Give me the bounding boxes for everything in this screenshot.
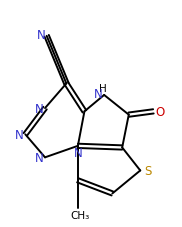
Text: S: S xyxy=(144,164,151,177)
Text: N: N xyxy=(74,146,82,159)
Text: N: N xyxy=(36,29,45,42)
Text: O: O xyxy=(155,105,165,118)
Text: N: N xyxy=(35,102,43,115)
Text: N: N xyxy=(15,128,24,141)
Text: CH₃: CH₃ xyxy=(70,210,89,220)
Text: N: N xyxy=(35,151,43,164)
Text: H: H xyxy=(99,83,106,93)
Text: N: N xyxy=(94,87,103,100)
